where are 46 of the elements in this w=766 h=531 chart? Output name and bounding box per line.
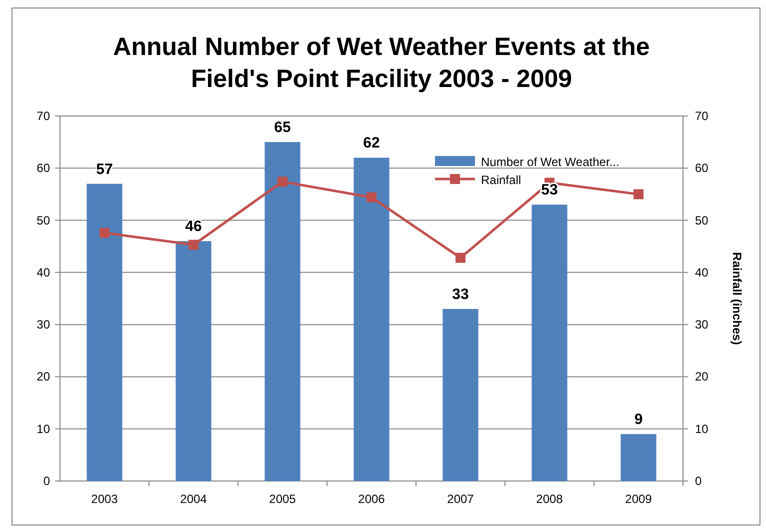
y2-tick-label: 30 [695,318,709,332]
y-tick-label: 30 [36,318,50,332]
bar [532,204,568,481]
x-tick-label: 2007 [447,492,474,506]
x-tick-label: 2003 [91,492,118,506]
y-tick-label: 0 [43,474,50,488]
point [366,192,376,202]
y-tick-label: 10 [36,422,50,436]
legend-label: Number of Wet Weather... [481,155,620,169]
text: 46 [185,218,202,236]
legend-label: Rainfall [481,173,522,187]
point [456,252,466,263]
bar [620,434,656,481]
y2-tick-label: 10 [695,422,709,436]
text: 62 [363,134,380,152]
y2-tick-label: 60 [695,161,709,176]
y2-tick-label: 0 [695,474,702,488]
bar [264,142,300,481]
y2-tick-label: 50 [695,213,709,228]
x-tick-label: 2005 [269,492,296,506]
point [634,189,644,200]
point [188,240,198,250]
bar [354,158,390,481]
y-tick-label: 60 [36,161,50,176]
point [100,228,110,238]
y2-tick-label: 70 [695,109,709,123]
text: 33 [452,286,469,303]
point [278,176,288,187]
y-tick-label: 40 [36,265,50,280]
text: 9 [634,411,643,428]
x-tick-label: 2008 [536,492,564,506]
bar [86,184,122,481]
x-tick-label: 2006 [358,492,386,506]
y2-axis-title: Rainfall (inches) [730,252,744,345]
y2-tick-label: 40 [695,265,709,280]
x-tick-label: 2009 [625,492,652,506]
text: 65 [274,119,291,136]
y-tick-label: 20 [36,370,50,384]
bar [442,308,478,481]
y2-tick-label: 20 [695,370,709,384]
text: 57 [96,160,113,178]
y-tick-label: 70 [36,109,50,123]
y-tick-label: 50 [36,213,50,228]
x-tick-label: 2004 [180,492,208,506]
chart-title: Annual Number of Wet Weather Events at the Field's Point Facility 2003 - 2009 [113,33,650,93]
bar [176,241,212,481]
